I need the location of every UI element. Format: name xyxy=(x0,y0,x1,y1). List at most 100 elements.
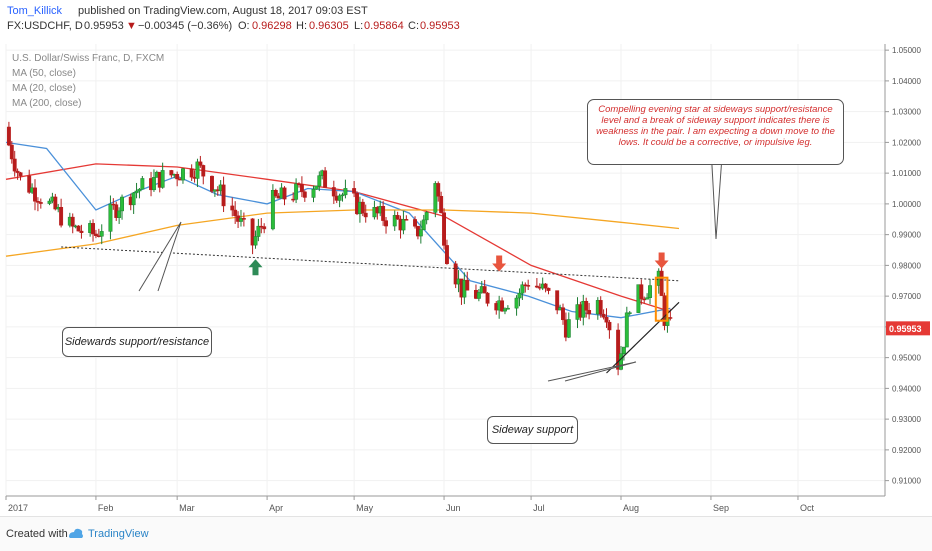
candle-up xyxy=(311,189,316,198)
down-arrow-marker xyxy=(654,252,669,269)
candle-down xyxy=(546,287,551,291)
sideway-callout[interactable]: Sideway support xyxy=(487,416,578,444)
x-tick-label: 2017 xyxy=(8,503,28,513)
published-info: published on TradingView.com, August 18,… xyxy=(78,5,368,17)
candle-down xyxy=(587,310,592,315)
up-arrow-marker xyxy=(248,259,263,276)
candle-up xyxy=(181,168,185,181)
candle-up xyxy=(239,218,243,222)
high-value: 0.96305 xyxy=(309,20,349,32)
candle-up xyxy=(621,346,626,354)
candle-down xyxy=(453,263,458,285)
candle-down xyxy=(175,174,180,180)
candle-down xyxy=(584,300,589,311)
candle-down xyxy=(18,172,23,177)
candle-down xyxy=(233,209,238,217)
candle-down xyxy=(413,219,417,227)
candles xyxy=(6,121,673,376)
candle-up xyxy=(137,188,142,192)
candle-down xyxy=(323,170,328,188)
tradingview-logo-icon xyxy=(69,528,83,538)
candle-down xyxy=(352,188,357,194)
candle-down xyxy=(262,226,267,230)
candle-down xyxy=(76,225,81,232)
candle-up xyxy=(503,308,507,312)
candle-down xyxy=(273,190,278,197)
candle-down xyxy=(500,300,505,312)
candle-up xyxy=(418,229,423,237)
candle-up xyxy=(648,285,652,298)
candle-down xyxy=(526,285,531,287)
candle-up xyxy=(514,297,519,309)
candle-up xyxy=(343,188,348,196)
chart-header: Tom_Killick published on TradingView.com… xyxy=(0,0,932,36)
candle-up xyxy=(505,307,510,310)
candle-up xyxy=(99,231,104,237)
price-change: −0.00345 (−0.36%) xyxy=(138,20,233,32)
candle-down xyxy=(482,286,487,294)
down-triangle-icon: ▼ xyxy=(126,20,137,32)
analysis-callout[interactable]: Compelling evening star at sideways supp… xyxy=(587,99,844,165)
candle-down xyxy=(360,201,365,214)
candle-up xyxy=(120,196,124,212)
author-link[interactable]: Tom_Killick xyxy=(7,5,63,17)
close-label: C: xyxy=(408,20,419,32)
y-tick-label: 1.01000 xyxy=(892,169,921,178)
candle-down xyxy=(601,313,606,318)
candle-up xyxy=(401,219,406,231)
candle-down xyxy=(543,283,548,289)
chart-legend: U.S. Dollar/Swiss Franc, D, FXCM MA (50,… xyxy=(12,51,164,111)
moving-averages xyxy=(5,141,680,319)
down-arrow-marker xyxy=(492,255,507,272)
candle-down xyxy=(395,215,400,220)
candle-down xyxy=(27,175,32,193)
candle-up xyxy=(108,203,113,232)
y-tick-label: 1.02000 xyxy=(892,138,921,147)
candle-down xyxy=(198,161,203,166)
y-tick-label: 0.93000 xyxy=(892,415,921,424)
candle-up xyxy=(317,175,322,187)
candle-up xyxy=(392,215,397,227)
candle-down xyxy=(439,195,444,213)
candle-down xyxy=(189,168,194,178)
candle-up xyxy=(140,178,145,190)
y-tick-label: 0.95000 xyxy=(892,354,921,363)
y-tick-label: 0.97000 xyxy=(892,292,921,301)
open-value: 0.96298 xyxy=(252,20,292,32)
candle-up xyxy=(566,319,571,338)
candle-down xyxy=(639,284,644,300)
open-label: O: xyxy=(238,20,250,32)
created-with-label: Created with xyxy=(6,528,68,540)
candle-down xyxy=(33,187,37,202)
candle-down xyxy=(534,285,539,288)
y-tick-label: 1.00000 xyxy=(892,200,921,209)
y-tick-label: 1.03000 xyxy=(892,108,921,117)
candle-up xyxy=(294,183,299,200)
x-tick-label: Apr xyxy=(269,503,283,513)
x-tick-label: Aug xyxy=(623,503,639,513)
candle-up xyxy=(421,219,426,230)
tradingview-brand-link[interactable]: TradingView xyxy=(88,528,149,540)
candle-up xyxy=(337,195,342,201)
candle-down xyxy=(70,216,75,227)
candle-up xyxy=(517,292,522,299)
candle-down xyxy=(91,223,95,235)
candle-down xyxy=(6,126,11,146)
y-tick-label: 1.04000 xyxy=(892,77,921,86)
candle-up xyxy=(619,353,623,370)
candle-down xyxy=(250,218,255,246)
candle-down xyxy=(38,202,43,204)
candle-down xyxy=(210,175,214,192)
y-tick-label: 0.99000 xyxy=(892,231,921,240)
candle-down xyxy=(169,170,174,176)
candle-down xyxy=(299,184,304,193)
candle-up xyxy=(256,225,261,237)
candle-down xyxy=(15,170,20,173)
candle-down xyxy=(485,292,490,304)
candle-down xyxy=(465,279,470,291)
candle-down xyxy=(604,317,609,323)
sidewards-callout[interactable]: Sidewards support/resistance xyxy=(62,327,212,357)
candle-down xyxy=(363,212,368,218)
price-chart[interactable]: 1.05000 1.04000 1.03000 1.02000 1.01000 1.000… xyxy=(0,36,932,516)
y-tick-label: 1.05000 xyxy=(892,46,921,55)
